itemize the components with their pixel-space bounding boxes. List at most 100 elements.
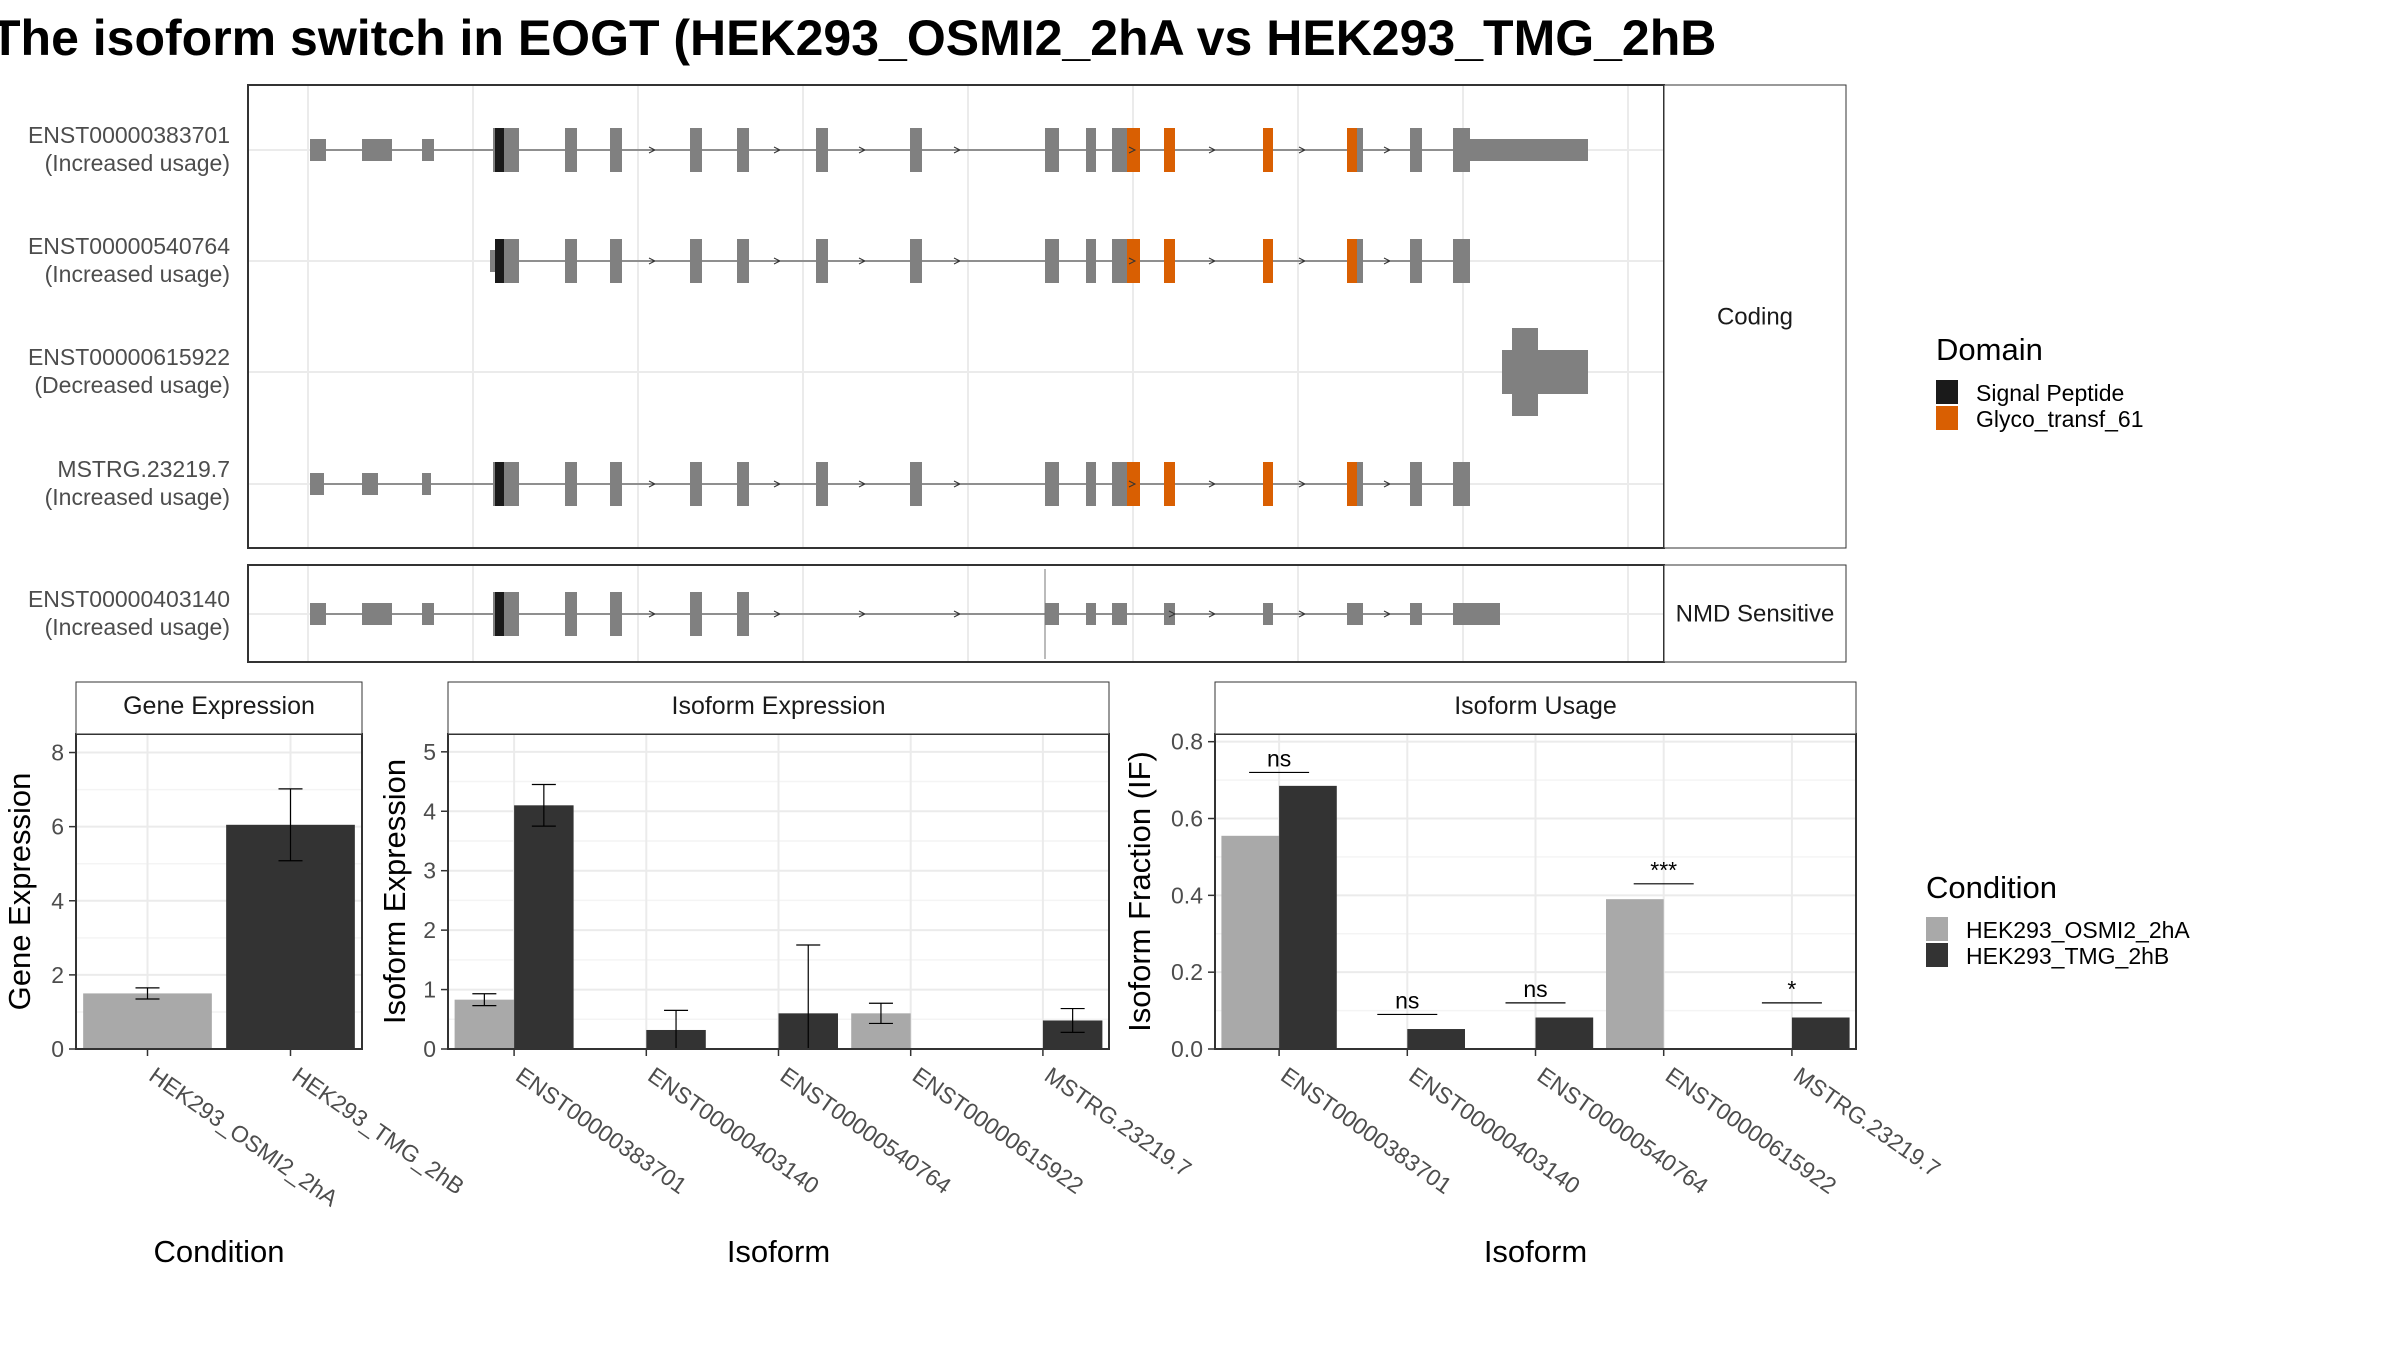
- exon: [910, 128, 922, 172]
- glyco-domain-exon: [1347, 128, 1357, 172]
- intron-direction-arrow: [648, 257, 657, 265]
- significance-label: ns: [1523, 976, 1547, 1002]
- exon: [1045, 239, 1059, 283]
- figure-title: The isoform switch in EOGT (HEK293_OSMI2…: [0, 10, 1716, 66]
- x-axis-label: Condition: [154, 1234, 285, 1269]
- significance-label: *: [1787, 976, 1796, 1002]
- y-axis-label: Isoform Fraction (IF): [1122, 751, 1157, 1032]
- exon: [610, 462, 622, 506]
- bar: [454, 999, 515, 1049]
- exon: [1123, 128, 1127, 172]
- intron-direction-arrow: [1128, 257, 1137, 265]
- error-bar: [868, 1002, 893, 1025]
- exon: [1086, 128, 1096, 172]
- intron-direction-arrow: [1298, 480, 1307, 488]
- glyco-domain-exon: [1263, 239, 1273, 283]
- exon: [1045, 462, 1059, 506]
- exon: [610, 592, 622, 636]
- domain-legend-label: Signal Peptide: [1976, 380, 2124, 406]
- isoform-expression-chart: Isoform Expression 0 1 2 3 4 5 Isoform Expressi…: [377, 681, 1196, 1269]
- condition-legend-title: Condition: [1926, 870, 2057, 905]
- exon: [737, 239, 749, 283]
- y-tick-label: 0.8: [1171, 729, 1203, 755]
- intron-direction-arrow: [1128, 480, 1137, 488]
- exon: [1112, 239, 1123, 283]
- intron-direction-arrow: [1383, 257, 1392, 265]
- exon: [1410, 239, 1422, 283]
- intron-direction-arrow: [1298, 146, 1307, 154]
- exon: [422, 139, 434, 161]
- glyco-domain-exon: [1127, 128, 1140, 172]
- x-axis-label: Isoform: [1484, 1234, 1587, 1269]
- exon: [910, 239, 922, 283]
- exon: [690, 592, 702, 636]
- exon: [816, 462, 828, 506]
- y-tick-label: 4: [423, 798, 436, 824]
- intron-direction-arrow: [1298, 610, 1307, 618]
- transcript-label: ENST00000615922(Decreased usage): [28, 344, 230, 398]
- intron-direction-arrow: [773, 146, 782, 154]
- intron-direction-arrow: [648, 480, 657, 488]
- transcript-label: MSTRG.23219.7(Increased usage): [45, 456, 230, 510]
- panel-title: Gene Expression: [123, 692, 315, 720]
- transcript-label: ENST00000540764(Increased usage): [28, 233, 230, 287]
- transcript-model-ENST00000615922: [1502, 328, 1588, 416]
- domain-legend-swatch: [1936, 380, 1958, 404]
- exon: [1086, 603, 1096, 625]
- transcript-label: ENST00000383701(Increased usage): [28, 122, 230, 176]
- significance-label: ***: [1650, 857, 1677, 883]
- intron-direction-arrow: [953, 257, 962, 265]
- exon: [362, 139, 392, 161]
- exon: [565, 592, 577, 636]
- error-bar: [472, 993, 497, 1007]
- exon: [1045, 128, 1059, 172]
- exon: [1347, 603, 1363, 625]
- bar: [514, 805, 574, 1049]
- facet-background: [248, 85, 1664, 548]
- transcript-usage: (Increased usage): [45, 261, 230, 287]
- exon: [1357, 128, 1363, 172]
- y-tick-label: 0.6: [1171, 806, 1203, 832]
- intron-direction-arrow: [953, 610, 962, 618]
- bars: [83, 788, 355, 1049]
- transcript-id: ENST00000403140: [28, 586, 230, 612]
- exon: [1453, 603, 1500, 625]
- transcript-id: ENST00000540764: [28, 233, 230, 259]
- transcript-id: ENST00000383701: [28, 122, 230, 148]
- intron-direction-arrow: [1208, 480, 1217, 488]
- transcript-structure-panel: ENST00000383701(Increased usage)ENST0000…: [28, 84, 1847, 663]
- exon: [1263, 603, 1273, 625]
- exon: [1357, 239, 1363, 283]
- transcript-id: ENST00000615922: [28, 344, 230, 370]
- exon: [310, 473, 324, 495]
- intron-direction-arrow: [858, 257, 867, 265]
- exon: [1453, 239, 1470, 283]
- exon: [565, 462, 577, 506]
- facet-strip: [1663, 564, 1847, 663]
- intron-direction-arrow: [1383, 610, 1392, 618]
- exon: [362, 603, 392, 625]
- y-tick-label: 0: [423, 1036, 436, 1062]
- exon: [1410, 128, 1422, 172]
- glyco-domain-exon: [1164, 239, 1175, 283]
- glyco-domain-exon: [1263, 128, 1273, 172]
- glyco-domain-exon: [1263, 462, 1273, 506]
- y-tick-label: 3: [423, 858, 436, 884]
- bar: [1407, 1029, 1465, 1049]
- intron-direction-arrow: [953, 146, 962, 154]
- facet-strip-label: Coding: [1717, 304, 1793, 331]
- panel-title: Isoform Expression: [672, 692, 886, 720]
- facet-coding: ENST00000383701(Increased usage)ENST0000…: [28, 84, 1847, 549]
- exon: [565, 239, 577, 283]
- y-tick-label: 1: [423, 977, 436, 1003]
- intron-direction-arrow: [858, 480, 867, 488]
- exon: [504, 592, 519, 636]
- exon: [737, 462, 749, 506]
- error-bar: [531, 783, 556, 827]
- y-tick-label: 6: [51, 814, 64, 840]
